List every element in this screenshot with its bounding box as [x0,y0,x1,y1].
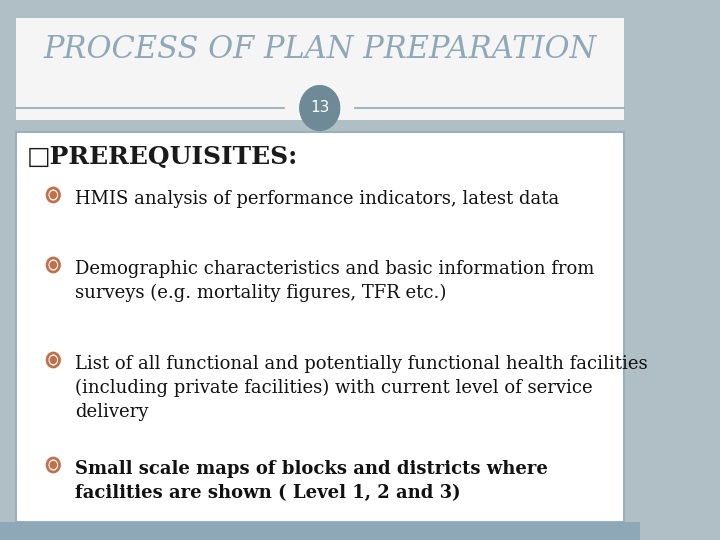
Text: Small scale maps of blocks and districts where
facilities are shown ( Level 1, 2: Small scale maps of blocks and districts… [76,460,549,502]
Text: Demographic characteristics and basic information from
surveys (e.g. mortality f: Demographic characteristics and basic in… [76,260,595,302]
Text: HMIS analysis of performance indicators, latest data: HMIS analysis of performance indicators,… [76,190,559,208]
FancyBboxPatch shape [16,18,624,120]
Circle shape [50,261,56,268]
Circle shape [50,462,56,469]
FancyBboxPatch shape [16,132,624,522]
Text: 13: 13 [310,100,330,116]
Text: PROCESS OF PLAN PREPARATION: PROCESS OF PLAN PREPARATION [43,35,596,65]
Text: List of all functional and potentially functional health facilities
(including p: List of all functional and potentially f… [76,355,648,421]
Circle shape [300,86,339,130]
Circle shape [50,356,56,363]
FancyBboxPatch shape [0,522,639,540]
Text: □PREREQUISITES:: □PREREQUISITES: [27,145,298,169]
Circle shape [50,192,56,199]
